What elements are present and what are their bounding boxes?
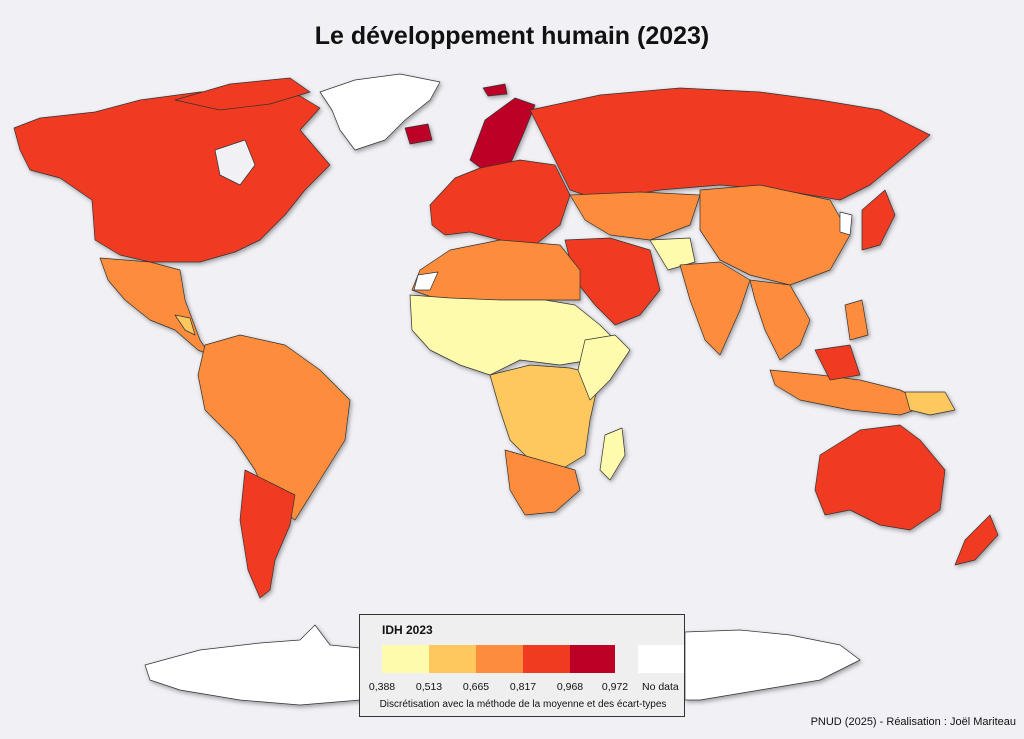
region-afghanistan <box>649 237 696 271</box>
region-philippines <box>844 299 869 341</box>
region-arctic-islands <box>174 77 311 111</box>
region-mexico <box>99 257 211 356</box>
region-japan <box>861 189 896 251</box>
region-argentina-chile <box>239 469 296 599</box>
legend: IDH 2023 0,388 0,513 0,665 0,817 0,968 0… <box>359 614 685 717</box>
region-central-asia <box>569 191 701 241</box>
legend-swatch-5 <box>570 645 615 673</box>
legend-title: IDH 2023 <box>382 623 433 637</box>
legend-break-2: 0,513 <box>415 681 443 693</box>
legend-method-note: Discrétisation avec la méthode de la moy… <box>379 699 667 710</box>
legend-break-1: 0,388 <box>368 681 396 693</box>
legend-nodata-label: No data <box>642 681 679 693</box>
region-australia <box>814 424 946 531</box>
region-korea <box>839 211 853 236</box>
region-south-america-north <box>197 334 351 521</box>
region-south-asia <box>679 261 751 356</box>
legend-break-5: 0,968 <box>556 681 584 693</box>
map-title: Le développement humain (2023) <box>314 22 710 50</box>
legend-nodata-swatch <box>638 645 684 673</box>
source-credit: PNUD (2025) - Réalisation : Joël Maritea… <box>810 716 1016 728</box>
region-madagascar <box>599 427 626 481</box>
region-southern-africa <box>504 449 581 516</box>
region-east-africa <box>577 334 631 401</box>
region-europe <box>429 159 571 246</box>
legend-break-4: 0,817 <box>509 681 537 693</box>
region-svalbard <box>482 83 508 97</box>
region-central-america <box>174 314 196 336</box>
region-western-sahara <box>413 271 439 291</box>
region-antarctica <box>144 624 361 706</box>
legend-break-6: 0,972 <box>601 681 629 693</box>
region-iceland <box>404 123 433 145</box>
region-russia <box>529 87 931 201</box>
region-antarctica-east <box>684 629 861 701</box>
region-papua <box>904 391 956 416</box>
region-greenland <box>319 73 441 151</box>
legend-swatch-2 <box>429 645 476 673</box>
legend-swatch-1 <box>382 645 429 673</box>
legend-swatch-4 <box>523 645 570 673</box>
region-malaysia-borneo <box>814 344 861 381</box>
region-new-zealand <box>954 514 999 566</box>
region-china <box>699 184 851 286</box>
region-hudson-bay <box>214 139 256 186</box>
legend-swatch-3 <box>476 645 523 673</box>
region-central-africa <box>489 364 601 471</box>
region-north-africa <box>411 239 581 301</box>
region-middle-east <box>564 237 661 326</box>
region-north-america <box>13 89 331 263</box>
legend-break-3: 0,665 <box>462 681 490 693</box>
region-southeast-asia <box>749 279 811 361</box>
